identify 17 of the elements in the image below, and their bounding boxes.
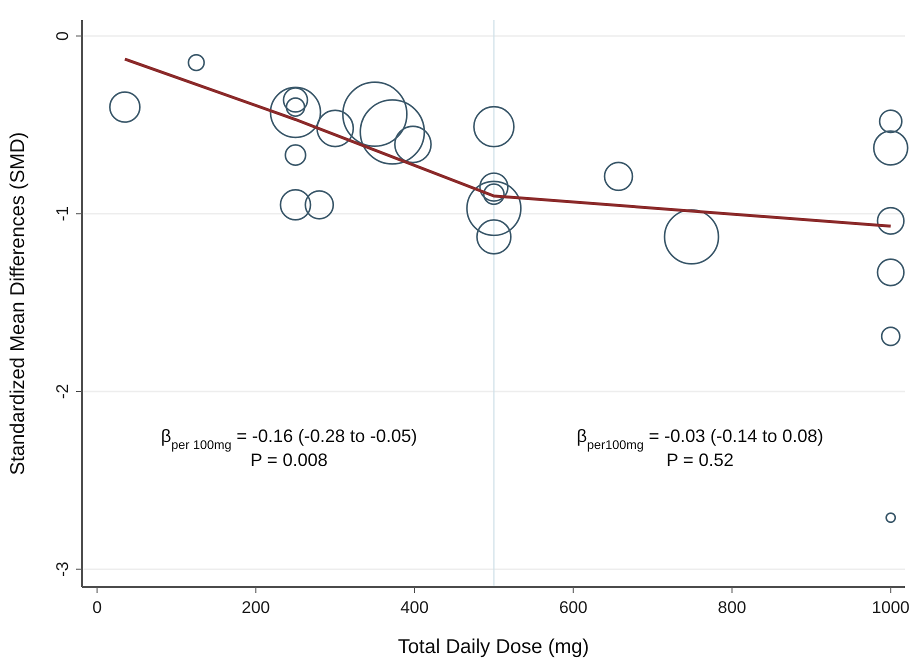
y-tick-label: -2 bbox=[53, 384, 72, 400]
annotation: β$_{per 100mg}$ = -0.16 (-0.28 to -0.05) bbox=[160, 426, 418, 452]
x-tick-label: 400 bbox=[400, 598, 429, 617]
y-tick-label: -3 bbox=[53, 562, 72, 577]
y-axis-title: Standardized Mean Differences (SMD) bbox=[7, 132, 29, 476]
y-tick-label: 0 bbox=[53, 31, 72, 41]
annotation: P = 0.52 bbox=[666, 450, 734, 470]
x-tick-label: 1000 bbox=[872, 598, 910, 617]
annotation: β$_{per100mg}$ = -0.03 (-0.14 to 0.08) bbox=[576, 426, 824, 452]
y-tick-label: -1 bbox=[53, 206, 72, 222]
x-axis-title: Total Daily Dose (mg) bbox=[398, 636, 590, 658]
x-tick-label: 0 bbox=[92, 598, 102, 617]
x-tick-label: 600 bbox=[559, 598, 588, 617]
annotation: P = 0.008 bbox=[250, 450, 328, 470]
x-tick-label: 200 bbox=[242, 598, 270, 617]
x-tick-label: 800 bbox=[718, 598, 746, 617]
line-series bbox=[123, 58, 892, 228]
